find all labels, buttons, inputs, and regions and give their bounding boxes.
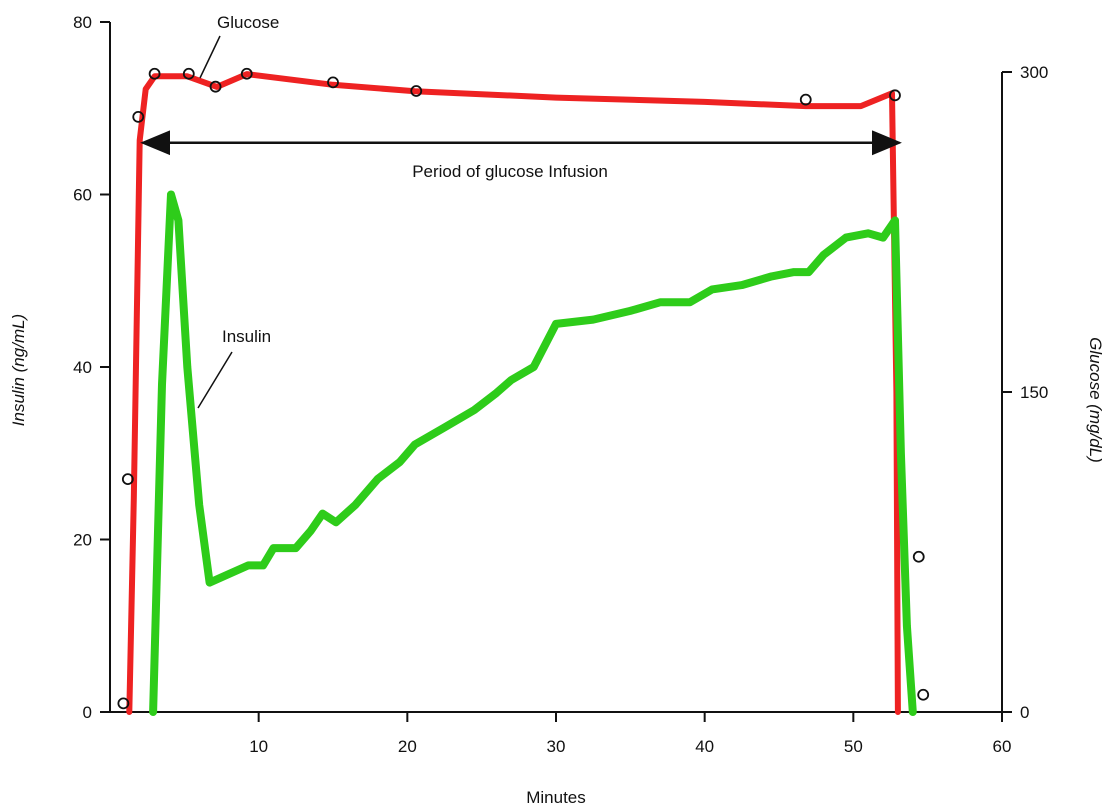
y-axis-left-title: Insulin (ng/mL) xyxy=(9,314,28,426)
data-point-marker xyxy=(917,688,930,701)
series-layer xyxy=(126,71,917,716)
annotation-insulin: Insulin xyxy=(222,327,271,346)
data-point-marker xyxy=(117,697,130,710)
annotation-glucose-leader xyxy=(199,35,221,79)
annotation-glucose: Glucose xyxy=(217,13,279,32)
x-tick-label: 30 xyxy=(547,737,566,756)
data-point-marker xyxy=(209,80,222,93)
y-left-tick-label: 60 xyxy=(73,186,92,205)
x-tick-label: 50 xyxy=(844,737,863,756)
y-right-tick-label: 300 xyxy=(1020,63,1048,82)
y-right-tick-label: 150 xyxy=(1020,383,1048,402)
data-point-marker xyxy=(410,85,423,97)
series-line-insulin xyxy=(149,190,917,716)
data-point-marker xyxy=(121,473,134,486)
x-tick-label: 40 xyxy=(695,737,714,756)
data-point-marker xyxy=(240,67,253,80)
data-point-marker xyxy=(132,110,145,123)
x-axis-title: Minutes xyxy=(526,788,586,807)
data-markers xyxy=(117,67,930,710)
data-point-marker xyxy=(889,89,901,102)
y-left-tick-label: 0 xyxy=(83,703,92,722)
data-point-marker xyxy=(912,550,925,563)
y-left-tick-label: 80 xyxy=(73,13,92,32)
y-left-tick-label: 20 xyxy=(73,531,92,550)
annotation-insulin-leader xyxy=(197,351,233,409)
x-tick-label: 20 xyxy=(398,737,417,756)
tick-labels: 10 20 30 40 50 60 0 20 40 60 80 0 150 300 xyxy=(73,13,1048,756)
data-point-marker xyxy=(327,76,339,89)
y-left-tick-label: 40 xyxy=(73,358,92,377)
y-right-tick-label: 0 xyxy=(1020,703,1029,722)
y-axis-right-title: Glucose (mg/dL) xyxy=(1086,337,1105,463)
x-tick-label: 10 xyxy=(249,737,268,756)
annotation-infusion-period: Period of glucose Infusion xyxy=(412,162,608,181)
data-point-marker xyxy=(182,67,195,80)
data-point-marker xyxy=(799,93,812,106)
series-line-glucose xyxy=(126,71,901,715)
x-tick-label: 60 xyxy=(993,737,1012,756)
tick-marks xyxy=(100,21,1012,722)
data-point-marker xyxy=(148,67,161,80)
